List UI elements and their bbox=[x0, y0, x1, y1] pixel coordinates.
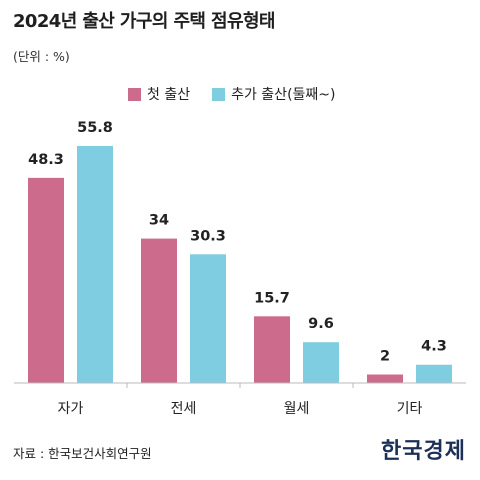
data-label-additional-birth-3: 4.3 bbox=[421, 339, 447, 355]
legend-swatch-first-birth bbox=[128, 87, 141, 101]
unit-label: (단위 : %) bbox=[13, 49, 70, 64]
data-label-first-birth-3: 2 bbox=[380, 349, 390, 365]
chart-legend: 첫 출산 추가 출산(둘째~) bbox=[128, 84, 357, 104]
bar-first-birth-0 bbox=[28, 177, 64, 383]
x-tick-label-1: 전세 bbox=[171, 401, 197, 417]
bar-first-birth-3 bbox=[367, 374, 403, 383]
source-note: 자료 : 한국보건사회연구원 bbox=[13, 446, 152, 461]
bar-first-birth-1 bbox=[141, 238, 177, 383]
data-label-first-birth-1: 34 bbox=[149, 213, 169, 229]
legend-swatch-additional-birth bbox=[212, 87, 226, 101]
bar-additional-birth-2 bbox=[303, 342, 339, 383]
legend-item-first-birth: 첫 출산 bbox=[128, 84, 190, 104]
bar-additional-birth-3 bbox=[416, 364, 452, 383]
data-label-additional-birth-0: 55.8 bbox=[77, 120, 113, 136]
legend-item-additional-birth: 추가 출산(둘째~) bbox=[212, 84, 335, 104]
x-tick-label-3: 기타 bbox=[397, 401, 423, 417]
data-label-additional-birth-2: 9.6 bbox=[308, 316, 334, 332]
bar-additional-birth-1 bbox=[190, 254, 226, 383]
data-label-additional-birth-1: 30.3 bbox=[190, 228, 226, 244]
publisher-logo: 한국경제 bbox=[381, 438, 466, 464]
x-tick-label-0: 자가 bbox=[58, 401, 84, 417]
x-tick-label-2: 월세 bbox=[284, 401, 310, 417]
bar-first-birth-2 bbox=[254, 316, 290, 383]
data-label-first-birth-0: 48.3 bbox=[28, 152, 64, 168]
bar-additional-birth-0 bbox=[77, 146, 113, 383]
chart-title: 2024년 출산 가구의 주택 점유형태 bbox=[13, 11, 275, 32]
data-label-first-birth-2: 15.7 bbox=[254, 290, 290, 306]
legend-label-first-birth: 첫 출산 bbox=[147, 87, 191, 103]
legend-label-additional-birth: 추가 출산(둘째~) bbox=[231, 87, 336, 103]
